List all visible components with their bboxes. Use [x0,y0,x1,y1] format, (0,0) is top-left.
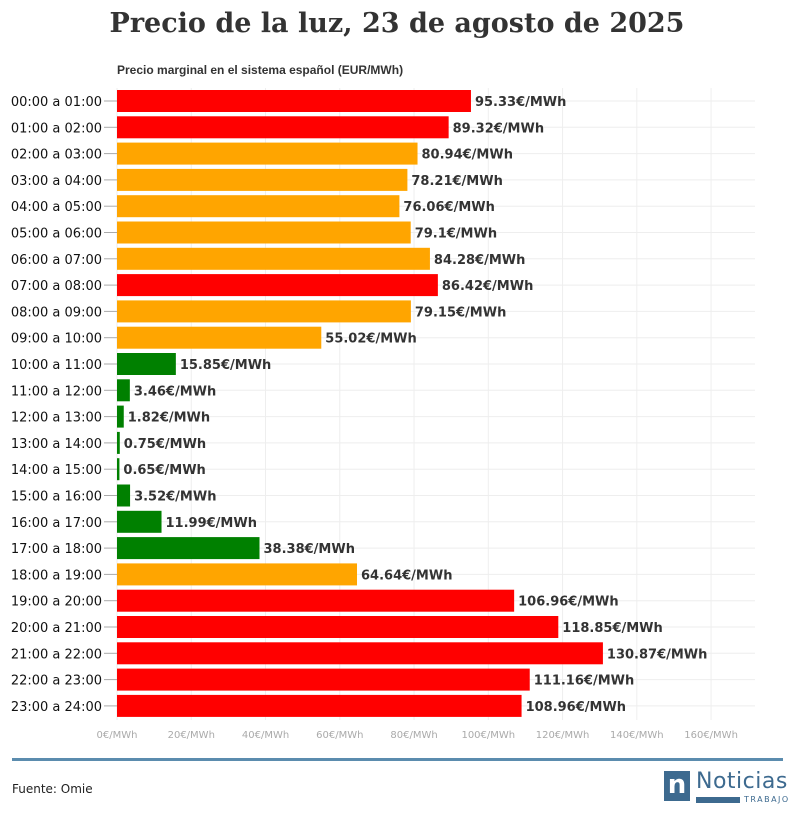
data-label: 80.94€/MWh [422,148,513,163]
data-label: 64.64€/MWh [361,568,452,583]
bar [117,90,471,112]
data-label: 3.52€/MWh [134,490,216,505]
bar [117,510,162,533]
data-label: 0.65€/MWh [123,463,205,478]
data-label: 108.96€/MWh [526,700,627,715]
x-tick-label: 40€/MWh [242,730,289,741]
y-tick-label: 00:00 a 01:00 [11,95,102,110]
y-tick-label: 18:00 a 19:00 [11,568,102,583]
data-label: 130.87€/MWh [607,647,708,662]
bar [117,195,400,218]
x-tick-label: 60€/MWh [316,730,363,741]
y-tick-label: 11:00 a 12:00 [11,384,102,399]
bar [117,458,120,481]
bar [117,326,322,349]
x-tick-label: 120€/MWh [536,730,590,741]
y-tick-label: 08:00 a 09:00 [11,305,102,320]
footer-divider [12,758,783,761]
noticias-trabajo-logo: n Noticias TRABAJO [664,771,790,804]
data-label: 55.02€/MWh [325,332,416,347]
bar [117,694,522,717]
y-tick-label: 19:00 a 20:00 [11,595,102,610]
data-label: 76.06€/MWh [403,200,494,215]
y-tick-label: 05:00 a 06:00 [11,227,102,242]
data-label: 3.46€/MWh [134,384,216,399]
bar [117,405,124,428]
y-tick-label: 04:00 a 05:00 [11,200,102,215]
x-tick-label: 20€/MWh [168,730,215,741]
y-tick-label: 21:00 a 22:00 [11,647,102,662]
y-tick-label: 02:00 a 03:00 [11,148,102,163]
y-tick-label: 14:00 a 15:00 [11,463,102,478]
data-label: 38.38€/MWh [264,542,355,557]
bar [117,116,449,139]
y-tick-label: 07:00 a 08:00 [11,279,102,294]
bar [117,353,176,375]
bar [117,168,408,191]
x-tick-label: 160€/MWh [684,730,738,741]
x-tick-label: 0€/MWh [97,730,138,741]
logo-name: Noticias [696,769,788,794]
bar [117,589,515,612]
data-label: 0.75€/MWh [124,437,206,452]
y-tick-label: 15:00 a 16:00 [11,490,102,505]
y-tick-label: 22:00 a 23:00 [11,674,102,689]
bar [117,300,411,323]
x-tick-label: 80€/MWh [390,730,437,741]
bar [117,484,131,507]
bar [117,274,438,297]
x-tick-label: 140€/MWh [610,730,664,741]
y-tick-label: 13:00 a 14:00 [11,437,102,452]
data-label: 11.99€/MWh [166,516,257,531]
x-tick-label: 100€/MWh [461,730,515,741]
data-label: 118.85€/MWh [562,621,663,636]
data-label: 79.1€/MWh [415,227,497,242]
bar [117,431,120,454]
bar [117,221,411,244]
y-tick-label: 09:00 a 10:00 [11,332,102,347]
logo-mark: n [664,771,690,801]
y-tick-label: 06:00 a 07:00 [11,253,102,268]
chart-subtitle: Precio marginal en el sistema español (E… [117,63,403,77]
source-note: Fuente: Omie [12,782,93,796]
data-label: 86.42€/MWh [442,279,533,294]
y-tick-label: 17:00 a 18:00 [11,542,102,557]
y-tick-label: 20:00 a 21:00 [11,621,102,636]
bar [117,142,418,165]
bar [117,642,603,665]
bar [117,563,358,586]
y-tick-label: 10:00 a 11:00 [11,358,102,373]
data-label: 1.82€/MWh [128,411,210,426]
bar-chart: Precio marginal en el sistema español (E… [11,63,755,741]
logo-sub: TRABAJO [744,795,790,804]
data-label: 15.85€/MWh [180,358,271,373]
bar [117,537,260,560]
y-tick-label: 01:00 a 02:00 [11,121,102,136]
data-label: 111.16€/MWh [534,674,635,689]
bar [117,616,559,638]
y-tick-label: 03:00 a 04:00 [11,174,102,189]
y-tick-label: 16:00 a 17:00 [11,516,102,531]
y-tick-label: 23:00 a 24:00 [11,700,102,715]
bar [117,668,530,691]
data-label: 78.21€/MWh [411,174,502,189]
data-label: 95.33€/MWh [475,95,566,110]
chart-title: Precio de la luz, 23 de agosto de 2025 [109,8,685,39]
y-tick-label: 12:00 a 13:00 [11,411,102,426]
data-label: 84.28€/MWh [434,253,525,268]
data-label: 79.15€/MWh [415,305,506,320]
bar [117,247,430,270]
data-label: 106.96€/MWh [518,595,619,610]
bar [117,379,130,402]
data-label: 89.32€/MWh [453,121,544,136]
